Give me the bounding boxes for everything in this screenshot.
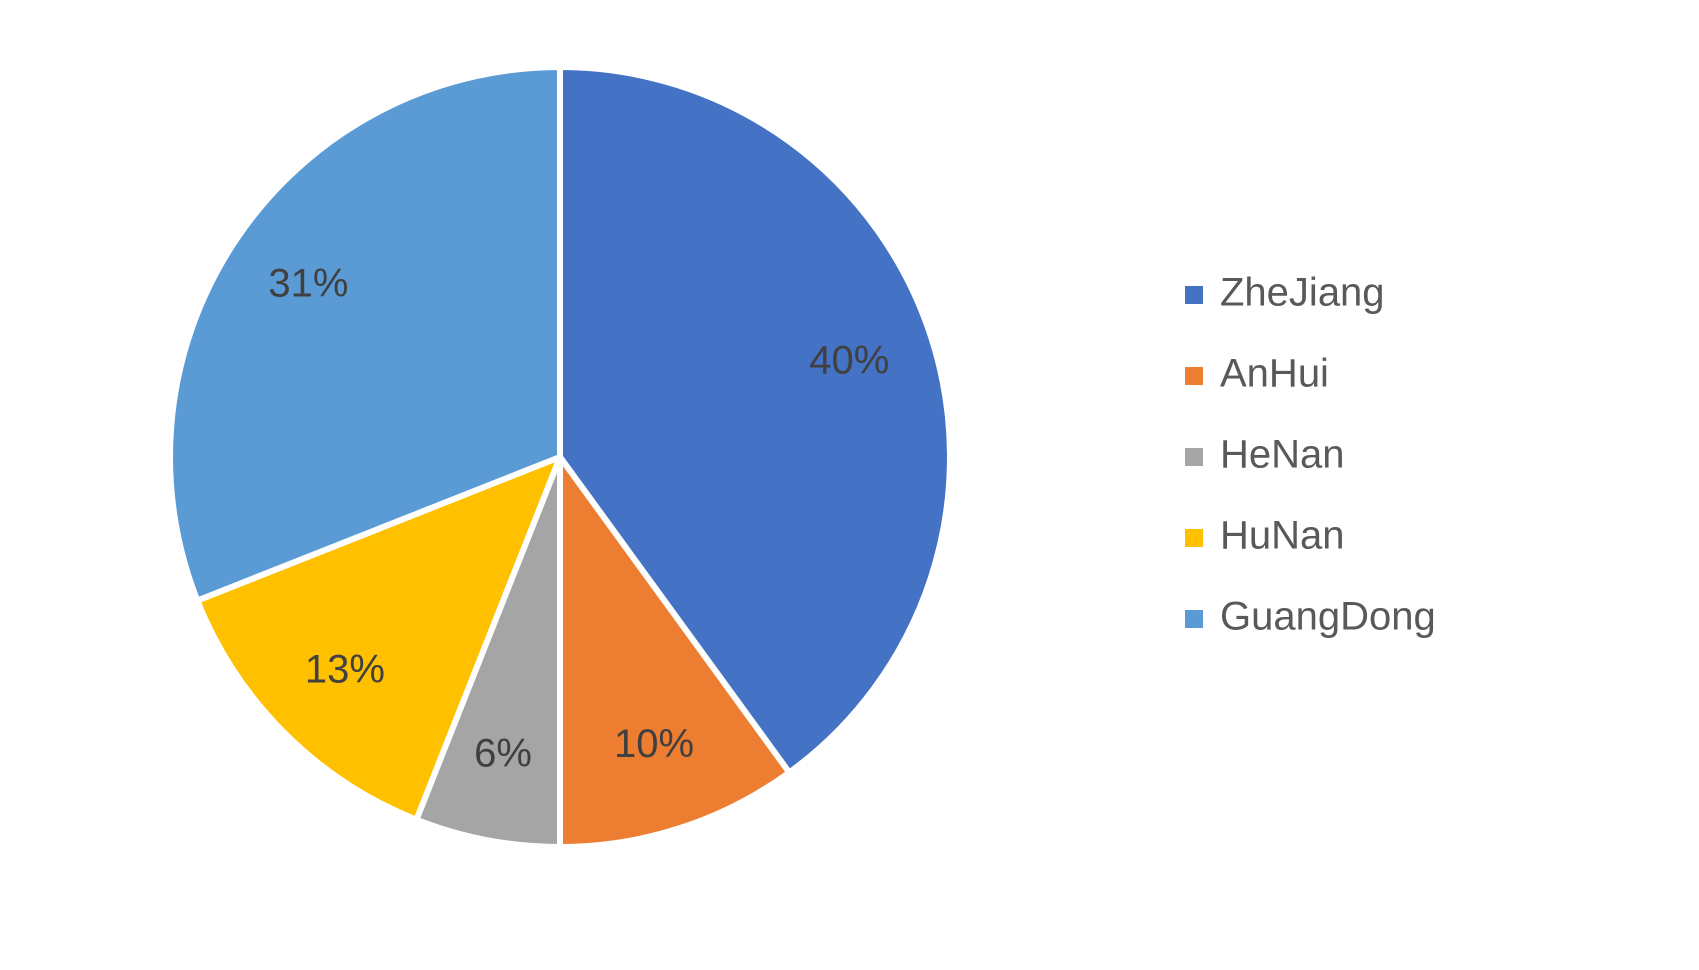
pie-slice (167, 64, 563, 604)
data-label: 13% (305, 648, 385, 692)
data-label: 31% (268, 262, 348, 306)
legend-label: GuangDong (1220, 595, 1436, 639)
legend-swatch (1185, 529, 1203, 547)
legend-swatch (1185, 367, 1203, 385)
legend-swatch (1185, 286, 1203, 304)
pie-slice (194, 454, 563, 823)
legend-label: HuNan (1220, 514, 1345, 558)
legend-label: ZheJiang (1220, 271, 1385, 315)
data-label: 10% (614, 722, 694, 766)
legend-swatch (1185, 448, 1203, 466)
pie-slice (557, 64, 953, 776)
data-label: 40% (809, 339, 889, 383)
pie-slice (557, 454, 793, 850)
legend-swatch (1185, 610, 1203, 628)
data-label: 6% (474, 731, 532, 775)
legend-label: AnHui (1220, 352, 1329, 396)
legend-label: HeNan (1220, 433, 1345, 477)
